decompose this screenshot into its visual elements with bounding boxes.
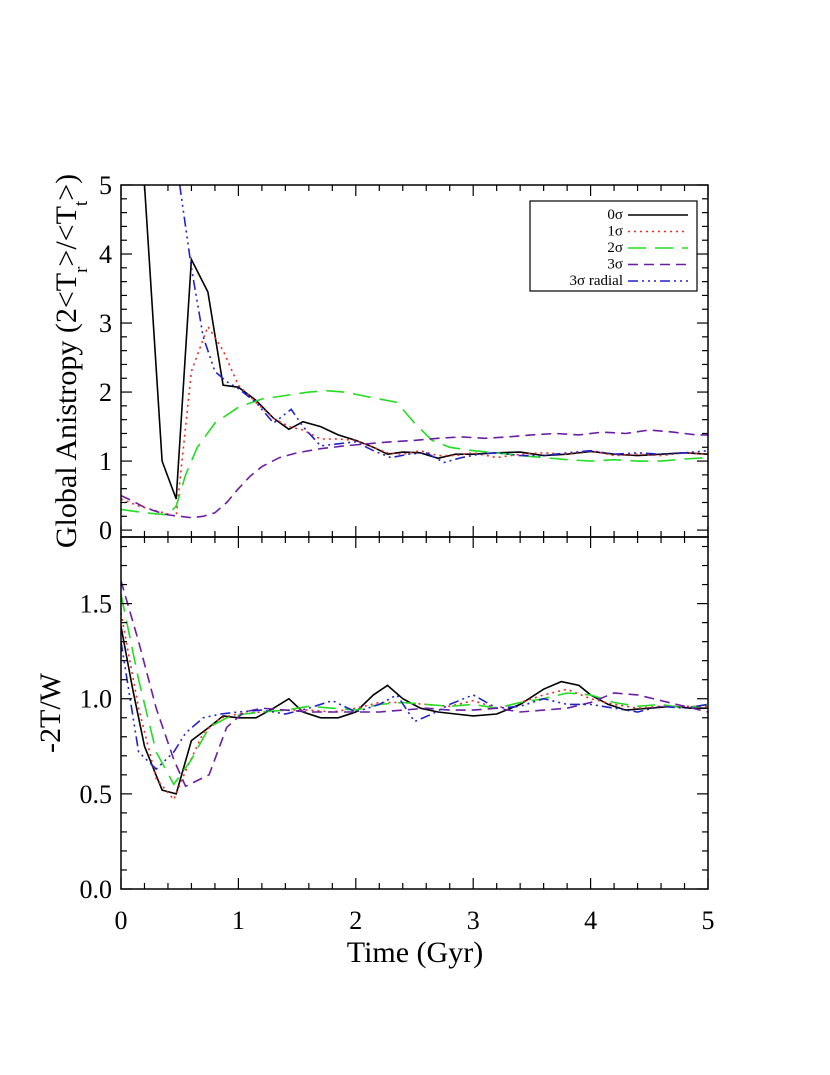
virial-ratio-y-tick-label: 0.0 <box>80 875 113 904</box>
anisotropy-series-3sigma <box>121 429 708 519</box>
virial-ratio-y-tick-label: 0.5 <box>80 780 113 809</box>
virial-ratio-series-3sigma <box>121 580 708 788</box>
virial-ratio-series-3sigma-radial <box>121 641 708 771</box>
anisotropy-y-axis-label: Global Anistropy (2<Tr>/<Tt>) <box>50 174 92 548</box>
anisotropy-series-2sigma <box>121 389 708 516</box>
virial-ratio-series-2sigma <box>121 593 708 786</box>
x-tick-label: 4 <box>584 906 597 935</box>
anisotropy-y-tick-label: 1 <box>99 447 112 476</box>
x-tick-label: 3 <box>467 906 480 935</box>
virial-ratio-y-axis-label: -2T/W <box>34 672 67 753</box>
x-tick-label: 1 <box>232 906 245 935</box>
time-x-axis-label: Time (Gyr) <box>347 936 483 969</box>
anisotropy-y-tick-label: 2 <box>99 378 112 407</box>
x-tick-label: 0 <box>115 906 128 935</box>
legend-label-0sigma: 0σ <box>607 207 623 223</box>
legend-label-3sigma: 3σ <box>607 257 623 273</box>
legend-label-3sigma-radial: 3σ radial <box>570 273 623 289</box>
virial-ratio-panel: 0.0 0.5 1.0 1.5 0 1 2 3 4 5 -2T/W Time (Gyr) <box>34 536 715 969</box>
anisotropy-y-tick-label: 4 <box>99 240 112 269</box>
anisotropy-panel: 0 1 2 3 4 5 Global Anistropy (2<Tr>/<Tt>) 0σ1… <box>50 171 709 548</box>
anisotropy-y-tick-label: 3 <box>99 309 112 338</box>
virial-ratio-y-tick-label: 1.0 <box>80 685 113 714</box>
anisotropy-y-tick-label: 0 <box>99 516 112 545</box>
legend-label-2sigma: 2σ <box>607 240 623 256</box>
x-tick-label: 2 <box>349 906 362 935</box>
anisotropy-y-tick-label: 5 <box>99 171 112 200</box>
x-tick-label: 5 <box>702 906 715 935</box>
legend-box <box>529 200 698 292</box>
anisotropy-series-3sigma-radial <box>178 185 708 464</box>
virial-ratio-plot-frame <box>120 536 709 890</box>
virial-ratio-series-0sigma <box>121 626 708 795</box>
legend-label-1sigma: 1σ <box>607 224 623 240</box>
virial-ratio-y-tick-label: 1.5 <box>80 590 113 619</box>
